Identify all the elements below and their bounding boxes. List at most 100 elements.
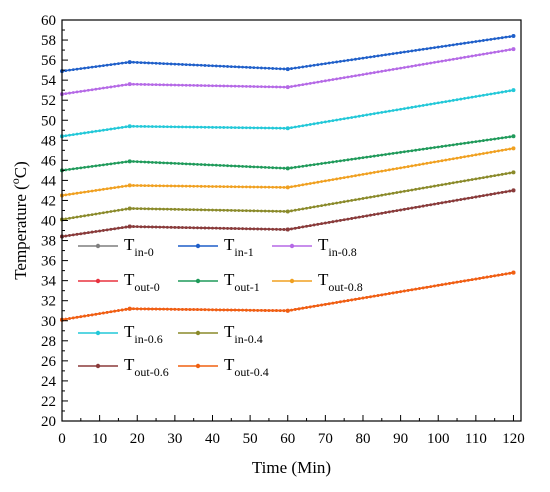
series-marker <box>323 302 327 306</box>
series-marker <box>444 282 448 286</box>
series-marker <box>248 308 252 312</box>
series-marker <box>109 162 113 166</box>
series-marker <box>79 191 83 195</box>
series-marker <box>331 202 335 206</box>
series-marker <box>339 218 342 222</box>
series-marker <box>331 301 335 305</box>
series-marker <box>305 164 308 168</box>
series-marker <box>173 207 177 211</box>
series-marker <box>312 181 316 185</box>
series-marker <box>165 83 169 87</box>
series-marker <box>470 40 474 44</box>
series-marker <box>214 84 218 88</box>
series-marker <box>192 184 196 188</box>
series-marker <box>436 159 440 163</box>
series-marker <box>207 163 211 167</box>
series-marker <box>252 185 256 189</box>
series-marker <box>101 187 105 191</box>
series-marker <box>162 307 165 311</box>
legend-item: Tin-0.6 <box>78 322 163 346</box>
series-marker <box>463 155 466 159</box>
legend-label: Tin-0.4 <box>224 322 263 346</box>
series-marker <box>350 116 354 119</box>
series-marker <box>177 62 181 66</box>
series-marker <box>271 67 275 70</box>
series-marker <box>387 292 391 295</box>
series-marker <box>135 207 139 211</box>
y-tick-label: 44 <box>41 173 57 189</box>
series-marker <box>497 173 500 177</box>
series-marker <box>180 184 184 188</box>
series-marker <box>233 164 237 168</box>
series-marker <box>327 161 331 164</box>
series-marker <box>68 68 71 72</box>
series-marker <box>275 67 278 71</box>
series-marker <box>387 52 391 56</box>
series-marker <box>440 201 444 205</box>
series-marker <box>384 53 387 57</box>
series-marker <box>263 185 267 189</box>
series-marker <box>290 166 293 170</box>
series-marker <box>342 176 346 180</box>
series-marker <box>384 193 387 196</box>
legend-label-subscript: in-0.6 <box>134 332 162 346</box>
series-marker <box>346 299 350 302</box>
series-marker <box>267 66 271 70</box>
series-marker <box>384 211 387 214</box>
series-marker <box>203 125 207 129</box>
series-marker <box>173 83 177 87</box>
series-marker <box>493 137 497 141</box>
legend-label-main: T <box>124 235 135 254</box>
series-marker <box>395 51 399 55</box>
series-marker <box>64 92 68 96</box>
series-marker <box>444 59 448 62</box>
series-marker <box>120 61 124 65</box>
series-marker <box>365 72 369 76</box>
series-marker <box>497 91 500 95</box>
series-marker <box>83 214 86 218</box>
series-marker <box>380 153 384 157</box>
data-point <box>285 126 290 131</box>
series-marker <box>90 65 94 69</box>
series-marker <box>376 54 380 58</box>
legend-item: Tout-1 <box>178 270 260 294</box>
series-marker <box>493 91 497 95</box>
series-marker <box>98 211 102 215</box>
series-marker <box>410 206 414 210</box>
series-marker <box>316 121 320 125</box>
series-marker <box>64 317 68 321</box>
series-marker <box>158 307 162 311</box>
legend-item: Tout-0 <box>78 270 160 294</box>
series-marker <box>504 35 508 39</box>
series-marker <box>372 55 376 58</box>
series-marker <box>433 284 436 288</box>
series-marker <box>301 306 305 310</box>
series-marker <box>508 89 512 93</box>
series-marker <box>478 194 482 198</box>
series-marker <box>305 182 308 186</box>
series-marker <box>305 64 308 68</box>
series-marker <box>497 191 500 195</box>
data-point <box>511 146 516 151</box>
series-marker <box>451 98 455 102</box>
y-tick-label: 54 <box>41 73 57 89</box>
legend-label: Tin-1 <box>224 235 254 259</box>
series-marker <box>500 136 504 140</box>
series-marker <box>173 161 177 165</box>
series-marker <box>184 63 188 67</box>
series-marker <box>466 178 470 182</box>
series-marker <box>418 104 421 108</box>
series-marker <box>433 160 436 164</box>
series-marker <box>226 308 229 312</box>
x-tick-label: 50 <box>243 431 258 447</box>
series-marker <box>256 66 260 70</box>
series-marker <box>233 308 237 312</box>
series-marker <box>64 234 68 238</box>
series-marker <box>64 217 68 221</box>
series-marker <box>196 308 199 311</box>
series-marker <box>271 126 275 130</box>
data-point <box>511 47 516 52</box>
series-marker <box>83 131 86 135</box>
x-tick-label: 100 <box>427 431 450 447</box>
series-marker <box>293 84 297 88</box>
